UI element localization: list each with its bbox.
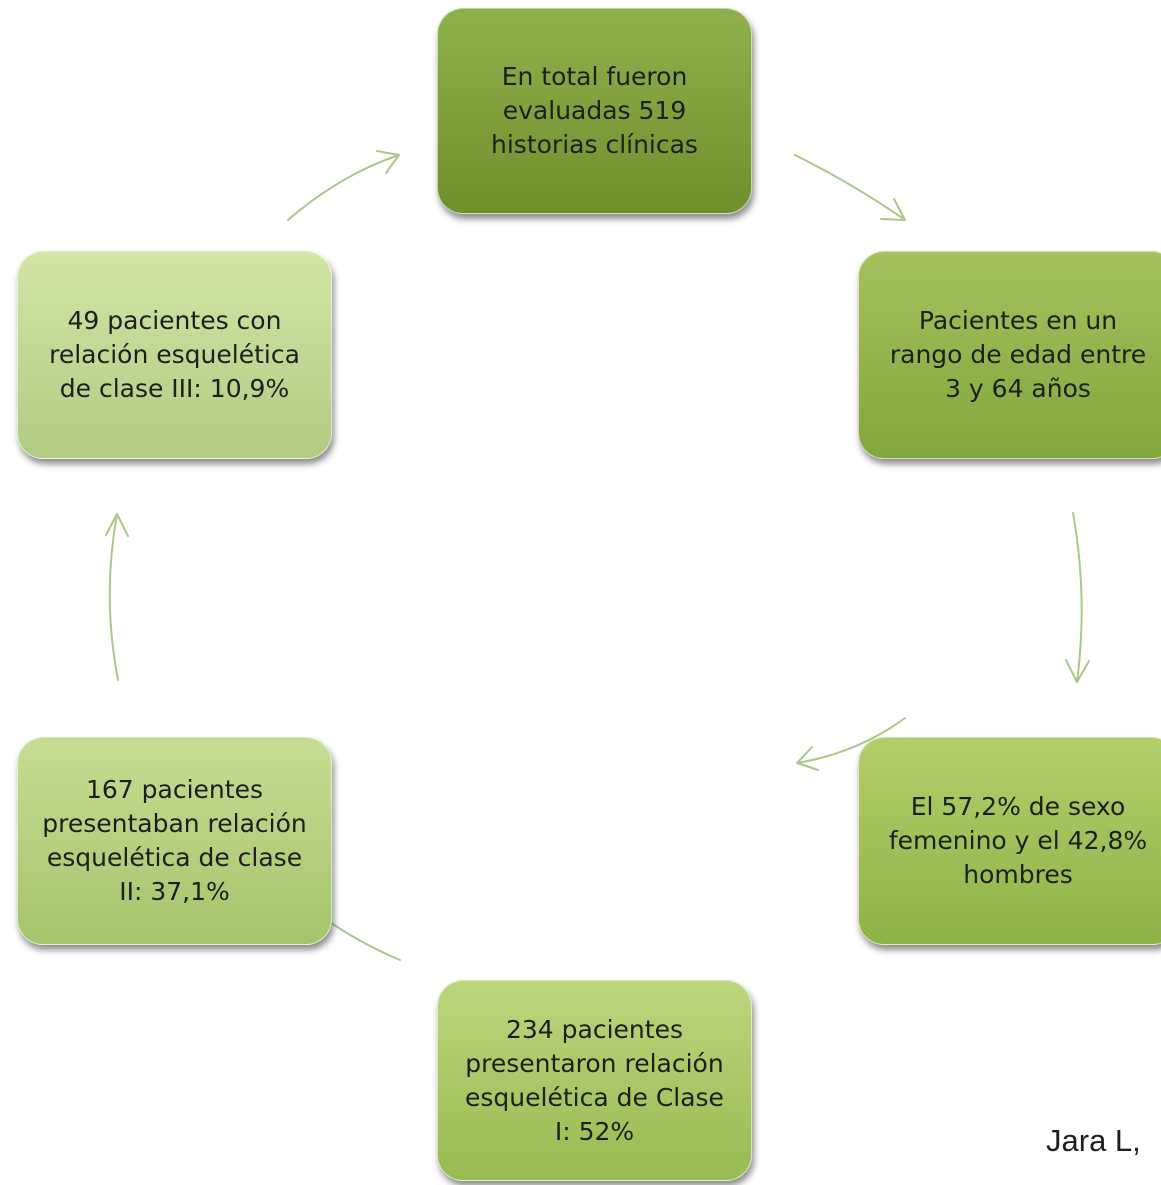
step-3-line: hombres	[963, 860, 1073, 889]
step-4-line: I: 52%	[554, 1116, 635, 1146]
arrow-head-step5-to-step6	[105, 513, 129, 537]
step-6-box: 49 pacientes con relación esquelética de…	[17, 251, 332, 459]
arrow-head-step2-to-step3	[1065, 659, 1090, 683]
arrow-step5-to-step6	[108, 513, 119, 681]
step-2-line: 3 y 64 años	[945, 374, 1091, 403]
step-6-text: 49 pacientes con relación esquelética de…	[49, 304, 300, 406]
step-5-text: 167 pacientes presentaban relación esque…	[42, 773, 307, 909]
citation: Jara L,	[1046, 1123, 1141, 1158]
arrow-step1-to-step2	[794, 154, 906, 221]
step-5-box: 167 pacientes presentaban relación esque…	[17, 737, 332, 945]
step-1-line: evaluadas 519	[502, 96, 687, 125]
step-6-line: relación esquelética	[49, 340, 300, 369]
step-2-line: Pacientes en un	[918, 306, 1118, 335]
step-1-line: En total fueron	[501, 62, 688, 91]
step-5-line: 167 pacientes	[86, 775, 263, 804]
step-2-line: rango de edad entre	[889, 340, 1147, 369]
step-3-box: El 57,2% de sexo femenino y el 42,8% hom…	[858, 737, 1161, 945]
step-1-box: En total fueron evaluadas 519 historias …	[437, 8, 752, 214]
arrow-step6-to-step1	[287, 154, 400, 221]
step-5-line: II: 37,1%	[119, 877, 230, 906]
step-4-text: 234 pacientes presentaron relación esque…	[465, 1013, 724, 1149]
arrow-head-step1-to-step2	[880, 198, 906, 221]
arrow-head-step3-to-step4	[796, 746, 819, 771]
step-1-line: historias clínicas	[491, 130, 698, 159]
step-5-line: presentaban relación	[42, 809, 307, 838]
arrow-step2-to-step3	[1072, 512, 1083, 683]
step-2-box: Pacientes en un rango de edad entre 3 y …	[858, 251, 1161, 459]
step-6-line: de clase III: 10,9%	[59, 374, 290, 403]
step-3-line: El 57,2% de sexo	[910, 792, 1126, 821]
arrow-step3-to-step4	[796, 717, 906, 764]
step-6-line: 49 pacientes con	[67, 306, 282, 335]
step-1-text: En total fueron evaluadas 519 historias …	[491, 60, 698, 162]
step-4-line: presentaron relación	[465, 1048, 724, 1078]
step-5-line: esquelética de clase	[46, 843, 303, 872]
step-2-text: Pacientes en un rango de edad entre 3 y …	[890, 304, 1146, 406]
step-4-box: 234 pacientes presentaron relación esque…	[437, 980, 752, 1181]
arrow-head-step6-to-step1	[376, 150, 400, 174]
step-4-line: esquelética de Clase	[465, 1082, 724, 1112]
step-3-line: femenino y el 42,8%	[888, 826, 1148, 855]
step-3-text: El 57,2% de sexo femenino y el 42,8% hom…	[889, 790, 1147, 892]
step-4-line: 234 pacientes	[506, 1014, 683, 1044]
